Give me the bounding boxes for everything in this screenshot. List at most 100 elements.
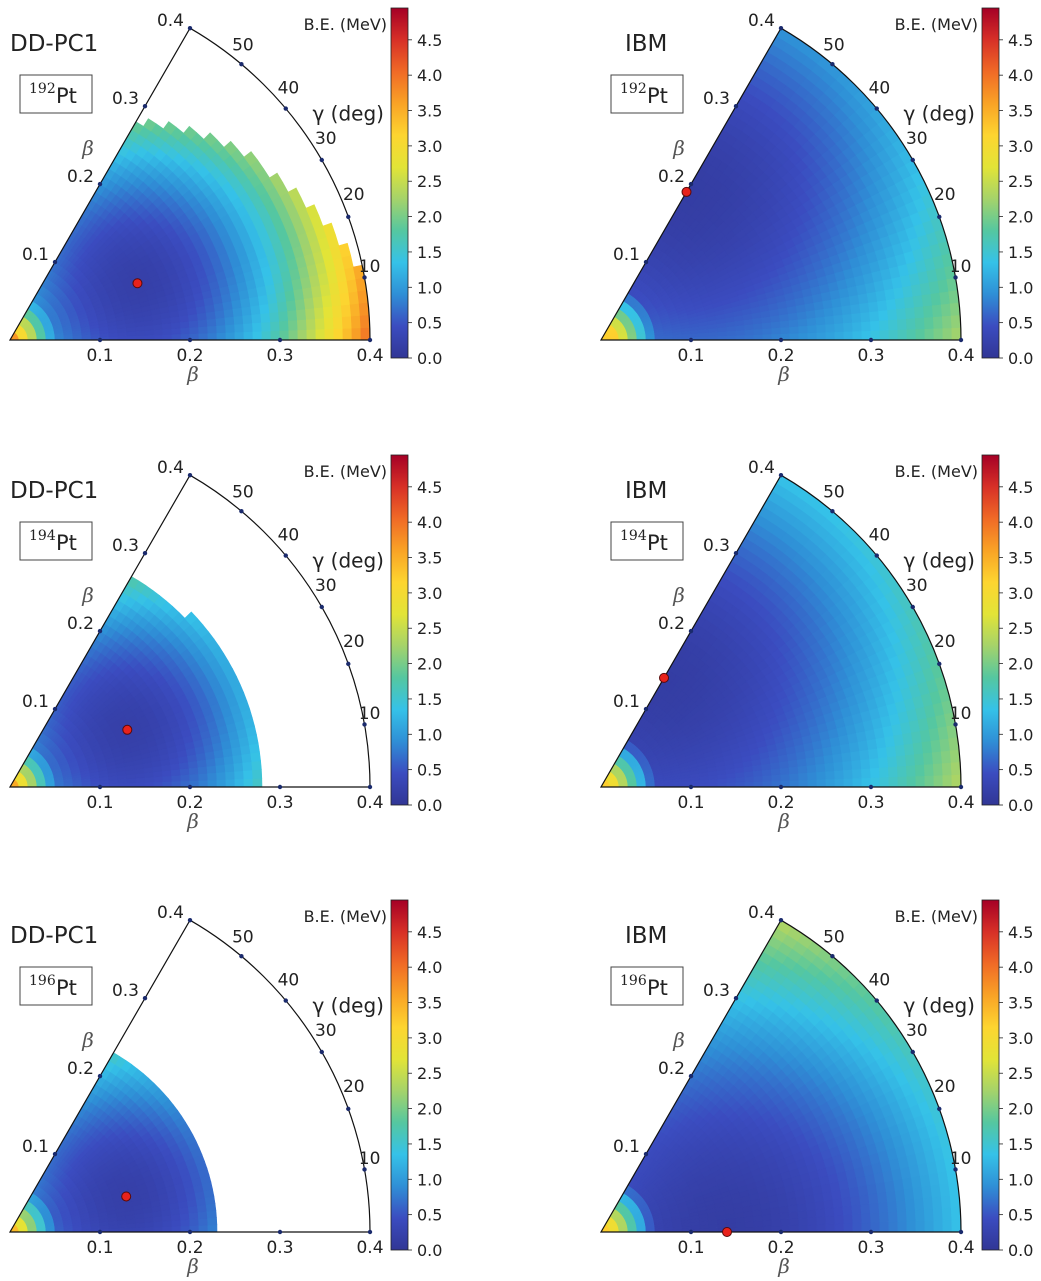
surface-cell [718, 336, 727, 340]
nucleus-mass: 192 [620, 81, 647, 97]
surface-cell [298, 330, 307, 340]
surface-cell [915, 317, 925, 329]
edge-beta-axis-label: β [672, 136, 685, 160]
gamma-tick-label: 20 [934, 185, 956, 205]
beta-tick-dot [278, 785, 282, 789]
surface-cell [145, 782, 154, 787]
surface-cell [923, 305, 933, 317]
gamma-tick-label: 30 [906, 576, 928, 596]
surface-cell [907, 329, 916, 340]
surface-cell [224, 309, 234, 318]
surface-cell [324, 317, 334, 329]
surface-cell [772, 327, 781, 334]
method-title: IBM [625, 31, 667, 57]
gamma-tick-dot [320, 158, 324, 162]
surface-cell [835, 332, 844, 341]
colorbar-tick-label: 4.0 [417, 66, 442, 85]
surface-cell [950, 749, 960, 762]
edge-beta-tick-label: 0.4 [157, 11, 184, 31]
gamma-tick-label: 40 [869, 525, 891, 545]
gamma-tick-dot [830, 509, 834, 513]
colorbar-tick-label: 1.0 [1008, 725, 1033, 744]
surface-cell [790, 780, 799, 787]
surface-cell [269, 302, 279, 312]
nucleus-element: Pt [56, 531, 77, 555]
beta-tick-dot [188, 338, 192, 342]
gamma-tick-dot [937, 662, 941, 666]
colorbar-tick-label: 3.5 [417, 102, 442, 121]
gamma-tick-dot [239, 62, 243, 66]
surface-cell [727, 335, 736, 340]
edge-beta-tick-label: 0.1 [613, 692, 640, 712]
surface-cell [889, 330, 898, 340]
nucleus-mass: 194 [620, 528, 647, 544]
surface-cell [199, 773, 208, 780]
edge-beta-tick-dot [644, 707, 648, 711]
surface-cell [852, 313, 862, 323]
minimum-marker [660, 673, 669, 682]
surface-cell [261, 322, 270, 331]
gamma-tick-dot [937, 215, 941, 219]
surface-cell [225, 317, 235, 325]
surface-cell [754, 329, 763, 335]
surface-cell [817, 324, 826, 332]
surface-cell [208, 333, 217, 340]
colorbar-tick-label: 3.0 [417, 584, 442, 603]
surface-cell [234, 316, 244, 325]
surface-cell [253, 778, 262, 787]
beta-tick-dot [188, 785, 192, 789]
gamma-tick-label: 20 [343, 632, 365, 652]
colorbar-tick-label: 1.5 [417, 243, 442, 262]
surface-cell [952, 327, 961, 340]
surface-cell [861, 312, 871, 322]
surface-cell [295, 299, 305, 310]
surface-cell [943, 328, 952, 340]
surface-cell [907, 776, 916, 787]
gamma-tick-label: 10 [359, 704, 381, 724]
edge-beta-tick-dot [53, 260, 57, 264]
beta-tick-dot [869, 338, 873, 342]
gamma-tick-label: 40 [869, 78, 891, 98]
surface-cell [226, 324, 235, 332]
surface-cell [279, 311, 289, 321]
surface-cell [798, 318, 808, 326]
edge-beta-tick-dot [734, 104, 738, 108]
edge-beta-tick-dot [779, 473, 783, 477]
gamma-tick-label: 10 [950, 257, 972, 277]
colorbar-tick-label: 2.0 [1008, 208, 1033, 227]
edge-beta-tick-dot [98, 629, 102, 633]
surface-cell [904, 296, 914, 308]
surface-cell [763, 334, 772, 340]
gamma-tick-dot [875, 553, 879, 557]
surface-cell [208, 326, 217, 334]
surface-cell [315, 318, 325, 329]
gamma-tick-label: 50 [232, 35, 254, 55]
colorbar-tick-label: 1.0 [417, 278, 442, 297]
surface-cell [798, 765, 808, 773]
surface-cell [276, 292, 286, 303]
surface-cell [288, 310, 298, 321]
surface-cell [334, 328, 343, 340]
surface-cell [880, 330, 889, 340]
surface-cell [118, 783, 127, 787]
colorbar-tick-label: 1.0 [417, 725, 442, 744]
surface-cell [843, 769, 852, 778]
surface-cell [807, 764, 817, 772]
surface-cell [754, 776, 763, 782]
beta-tick-dot [98, 338, 102, 342]
edge-beta-axis-label: β [672, 583, 685, 607]
surface-cell [952, 774, 961, 787]
surface-cell [244, 779, 253, 788]
surface-cell [136, 1227, 145, 1232]
surface-cell [799, 780, 808, 787]
surface-cell [270, 321, 279, 331]
surface-cell [304, 297, 314, 309]
surface-cell [208, 780, 217, 787]
surface-cell [288, 320, 298, 330]
colorbar [982, 8, 999, 358]
surface-cell [807, 317, 817, 325]
surface-cell [727, 782, 736, 787]
surface-cell [296, 309, 306, 320]
surface-cell [243, 323, 253, 332]
